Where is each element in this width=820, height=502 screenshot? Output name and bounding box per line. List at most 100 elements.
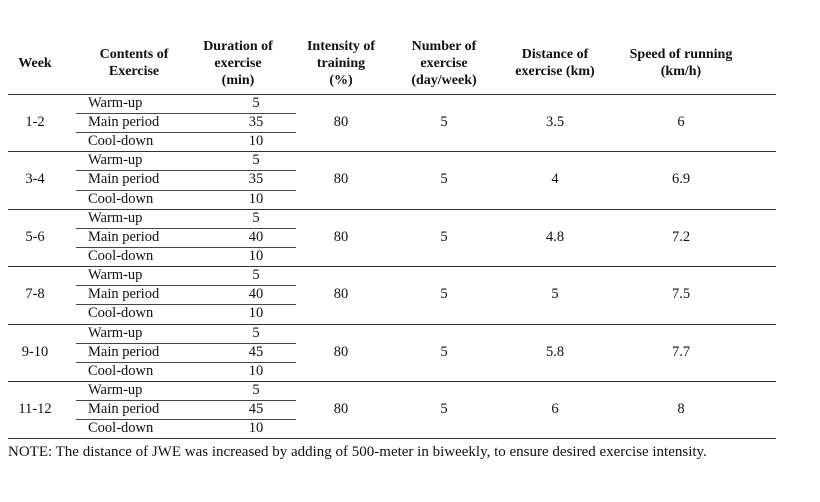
week-cell: 9-10	[21, 343, 49, 360]
intensity-cell: 80	[333, 343, 349, 360]
speed-cell: 8	[677, 401, 685, 417]
header-contents: Contents of Exercise	[99, 47, 169, 79]
number-cell: 5	[440, 401, 448, 417]
week-cell: 1-2	[25, 114, 45, 130]
phase-name: Main period	[88, 114, 160, 131]
number-cell: 5	[440, 286, 448, 303]
exercise-phase: Cool-down 10	[76, 304, 296, 323]
number-cell: 5	[440, 228, 448, 245]
header-speed: Speed of running (km/h)	[629, 47, 733, 79]
phase-name: Warm-up	[88, 324, 143, 341]
phase-duration: 45	[248, 343, 264, 360]
header-distance: Distance of exercise (km)	[515, 47, 595, 79]
exercise-phase: Warm-up 5	[76, 209, 296, 228]
phase-name: Warm-up	[88, 152, 143, 169]
week-cell: 11-12	[18, 401, 52, 417]
phase-divider	[76, 227, 296, 229]
header-week: Week	[18, 55, 52, 71]
phase-duration: 35	[248, 114, 264, 131]
exercise-phase: Main period 40	[76, 285, 296, 304]
phase-name: Warm-up	[88, 209, 143, 226]
table-row: 3-4 80 5 4 6.9 Warm-up 5 Main period 35 Cool-down…	[8, 151, 776, 208]
phase-divider	[76, 285, 296, 287]
exercise-phase: Main period 45	[76, 343, 296, 362]
phase-name: Cool-down	[88, 362, 154, 379]
phase-name: Cool-down	[88, 190, 154, 207]
phase-name: Warm-up	[88, 382, 143, 398]
number-cell: 5	[440, 171, 448, 188]
exercise-phase: Cool-down 10	[76, 247, 296, 266]
phase-divider	[76, 361, 296, 363]
number-cell: 5	[440, 114, 448, 130]
phase-duration: 10	[248, 133, 264, 150]
intensity-cell: 80	[333, 171, 349, 188]
speed-cell: 6	[677, 114, 685, 130]
row-rule	[8, 266, 776, 268]
header-duration: Duration of exercise (min)	[203, 38, 273, 88]
intensity-cell: 80	[333, 228, 349, 245]
phase-divider	[76, 170, 296, 172]
phase-name: Cool-down	[88, 420, 154, 437]
table-row: 9-10 80 5 5.8 7.7 Warm-up 5 Main period 45 Cool-d…	[8, 324, 776, 381]
phase-name: Main period	[88, 401, 160, 418]
phase-duration: 35	[248, 171, 264, 188]
exercise-phase: Cool-down 10	[76, 419, 296, 438]
phase-divider	[76, 419, 296, 421]
phase-name: Main period	[88, 171, 160, 188]
week-cell: 7-8	[25, 286, 45, 303]
exercise-phase: Main period 40	[76, 228, 296, 247]
exercise-phase: Cool-down 10	[76, 190, 296, 209]
header-number: Number of exercise (day/week)	[411, 38, 477, 88]
distance-cell: 6	[551, 401, 559, 417]
exercise-phase: Main period 45	[76, 400, 296, 419]
table-row: 1-2 80 5 3.5 6 Warm-up 5 Main period 35 Cool-down…	[8, 94, 776, 151]
exercise-table: Week Contents of Exercise Duration of ex…	[8, 32, 776, 440]
phase-duration: 5	[252, 382, 260, 398]
phase-duration: 10	[248, 420, 264, 437]
table-row: 11-12 80 5 6 8 Warm-up 5 Main period 45 Cool-down…	[8, 381, 776, 438]
exercise-phase: Warm-up 5	[76, 94, 296, 113]
table-note: NOTE: The distance of JWE was increased …	[8, 444, 707, 460]
phase-name: Main period	[88, 343, 160, 360]
exercise-phase: Warm-up 5	[76, 324, 296, 343]
speed-cell: 6.9	[671, 171, 691, 188]
speed-cell: 7.5	[671, 286, 691, 303]
intensity-cell: 80	[333, 401, 349, 417]
exercise-phase: Main period 35	[76, 170, 296, 189]
table-header: Week Contents of Exercise Duration of ex…	[8, 32, 776, 94]
intensity-cell: 80	[333, 286, 349, 303]
intensity-cell: 80	[333, 114, 349, 130]
exercise-phase: Warm-up 5	[76, 151, 296, 170]
phase-name: Main period	[88, 228, 160, 245]
phase-duration: 5	[252, 95, 260, 111]
speed-cell: 7.7	[671, 343, 691, 360]
phase-divider	[76, 246, 296, 248]
phase-divider	[76, 304, 296, 306]
phase-duration: 5	[252, 209, 260, 226]
phase-duration: 5	[252, 267, 260, 284]
distance-cell: 3.5	[545, 114, 565, 130]
phase-duration: 40	[248, 228, 264, 245]
distance-cell: 5	[551, 286, 559, 303]
week-cell: 3-4	[25, 171, 45, 188]
header-rule	[8, 94, 776, 95]
phase-duration: 40	[248, 286, 264, 303]
exercise-phase: Warm-up 5	[76, 266, 296, 285]
phase-duration: 45	[248, 401, 264, 418]
phase-divider	[76, 113, 296, 115]
table-row: 5-6 80 5 4.8 7.2 Warm-up 5 Main period 40 Cool-do…	[8, 209, 776, 266]
phase-name: Warm-up	[88, 95, 143, 111]
header-intensity: Intensity of training (%)	[306, 38, 376, 88]
exercise-phase: Cool-down 10	[76, 132, 296, 151]
phase-duration: 5	[252, 152, 260, 169]
phase-divider	[76, 400, 296, 402]
exercise-phase: Warm-up 5	[76, 381, 296, 400]
phase-name: Main period	[88, 286, 160, 303]
speed-cell: 7.2	[671, 228, 691, 245]
exercise-phase: Main period 35	[76, 113, 296, 132]
phase-name: Cool-down	[88, 305, 154, 322]
phase-duration: 10	[248, 362, 264, 379]
table-row: 7-8 80 5 5 7.5 Warm-up 5 Main period 40 Cool-down…	[8, 266, 776, 323]
phase-name: Warm-up	[88, 267, 143, 284]
